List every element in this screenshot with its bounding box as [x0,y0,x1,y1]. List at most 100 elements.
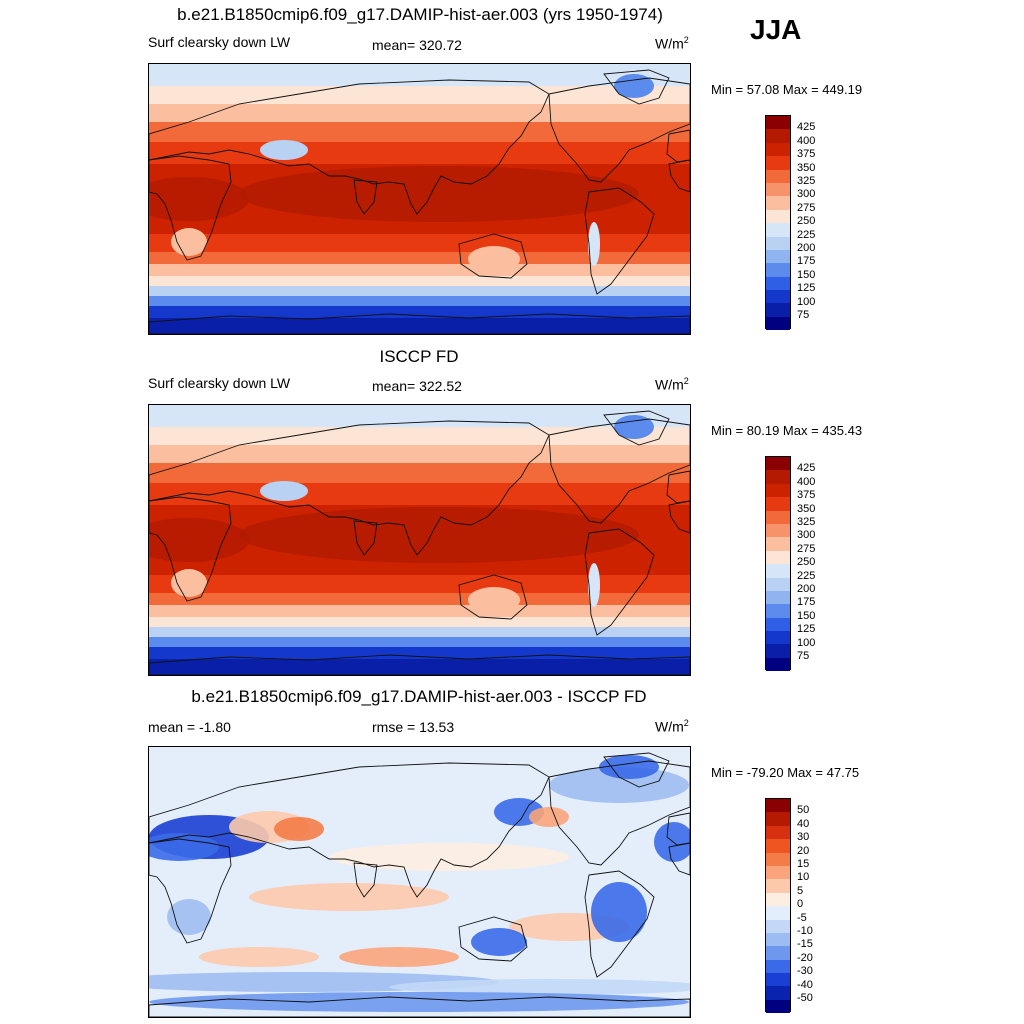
coastline-australia [458,574,528,620]
colorbar-swatch [766,303,790,317]
colorbar-tick-label: 375 [797,489,816,502]
colorbar-swatch [766,276,790,291]
colorbar-swatch-stack [765,115,791,331]
panel1-colorbar: 425 400 375 350 325 300 275 250 225 200 175 150 125 1… [765,115,815,331]
colorbar-tick-label: 400 [797,134,816,147]
coastline-antarctica [149,654,690,675]
field-regional-feature [171,569,207,597]
colorbar-tick-label: 150 [797,268,816,281]
field-greenland-minimum [614,415,654,439]
colorbar-swatch [766,249,790,264]
field-band [149,575,690,593]
colorbar-swatch [766,839,790,853]
field-band [149,252,690,264]
panel2-minmax: Min = 80.19 Max = 435.43 [711,423,863,438]
colorbar-swatch [766,932,790,947]
field-band [149,122,690,142]
field-band [149,647,690,659]
field-regional-feature [468,246,520,272]
panel3-units: W/m2 [655,718,689,735]
field-band [149,234,690,252]
field-plateau-minimum [260,140,308,160]
colorbar-tick-label: 125 [797,282,816,295]
colorbar-tick-label: 125 [797,623,816,636]
field-plateau-minimum [260,481,308,501]
field-band [149,104,690,122]
colorbar-tick-label: 300 [797,529,816,542]
field-anomaly [167,899,211,935]
colorbar-swatch [766,470,790,484]
colorbar-tick-label: 200 [797,583,816,595]
field-anomaly [471,928,527,956]
colorbar-swatch [766,825,790,840]
colorbar-swatch [766,223,790,237]
panel2-mean-label: mean= 322.52 [372,378,462,394]
field-tropical-maximum [149,177,249,221]
colorbar-tick-label: 30 [797,831,810,844]
field-andes-minimum [588,563,600,607]
coastline-s-america [584,528,655,636]
colorbar-swatch [766,497,790,511]
coastline-europe-asia [149,420,550,556]
coastline-africa [149,155,232,261]
field-tropical-maximum [149,518,249,562]
colorbar-swatch [766,116,790,130]
colorbar-tick-label: 100 [797,636,816,649]
field-anomaly [599,755,659,779]
colorbar-swatch [766,550,790,565]
colorbar-swatch [766,986,790,1000]
panel1-units: W/m2 [655,35,689,52]
colorbar-tick-label: 375 [797,148,816,161]
panel3-title: b.e21.B1850cmip6.f09_g17.DAMIP-hist-aer.… [191,687,647,706]
colorbar-swatch-stack [765,456,791,672]
field-anomaly [591,882,647,942]
panel1-variable-label: Surf clearsky down LW [148,34,291,50]
colorbar-swatch [766,604,790,618]
field-tropical-maximum [239,507,639,563]
colorbar-tick-label: -15 [797,938,813,951]
colorbar-swatch [766,999,790,1014]
colorbar-swatch [766,263,790,277]
coastline-greenland [603,69,670,105]
panel2-map [148,404,691,676]
colorbar-swatch [766,644,790,658]
field-band [149,286,690,296]
field-anomaly [249,883,449,911]
coastline-antarctica [149,313,690,334]
colorbar-tick-label: 100 [797,295,816,308]
colorbar-tick-label: 350 [797,161,816,174]
colorbar-tick-label: 50 [797,804,810,817]
colorbar-swatch [766,892,790,907]
colorbar-swatch [766,209,790,224]
field-band [149,605,690,617]
colorbar-swatch [766,483,790,498]
colorbar-swatch [766,906,790,920]
coastline-africa [149,838,232,944]
colorbar-swatch [766,156,790,170]
field-band [149,659,690,675]
panel1-map [148,63,691,335]
colorbar-tick-label: -30 [797,965,813,978]
field-band [149,276,690,286]
coastline-europe-asia [149,762,550,898]
colorbar-tick-label: 300 [797,188,816,201]
colorbar-swatch [766,129,790,143]
panel2-title: ISCCP FD [379,347,459,366]
field-band [149,483,690,505]
colorbar-swatch [766,510,790,524]
field-regional-feature [171,228,207,256]
coastline-n-america [548,77,690,183]
field-band [149,296,690,306]
colorbar-tick-label: 200 [797,242,816,254]
coastline-africa [149,496,232,602]
colorbar-swatch [766,290,790,304]
coastline-greenland [603,410,670,446]
colorbar-tick-label: 350 [797,502,816,515]
coastline-n-america [548,418,690,524]
field-band [149,318,690,334]
coastline-s-america [584,187,655,295]
colorbar-swatch [766,564,790,578]
panel3-rmse-label: rmse = 13.53 [372,719,455,735]
colorbar-tick-label: 225 [797,228,816,241]
coastline-africa-west [668,159,690,193]
